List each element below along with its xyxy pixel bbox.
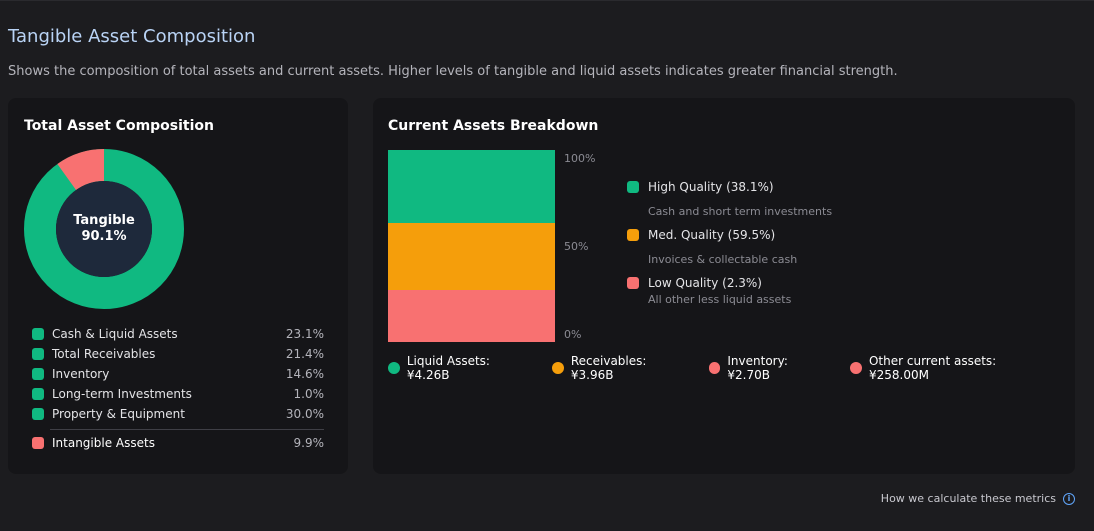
donut-center-value: 90.1%	[81, 229, 127, 244]
legend-pct: 21.4%	[285, 347, 324, 361]
legend-pct: 1.0%	[293, 387, 325, 401]
quality-low: Low Quality (2.3%) All other less liquid…	[627, 276, 947, 306]
legend-pct: 23.1%	[285, 327, 324, 341]
quality-desc: Cash and short term investments	[648, 205, 833, 218]
current-assets-legend: Liquid Assets: ¥4.26B Receivables: ¥3.96…	[388, 354, 1075, 382]
info-icon: i	[1063, 492, 1075, 505]
legend-dot	[388, 362, 400, 374]
legend-text: Receivables: ¥3.96B	[570, 354, 647, 382]
calculation-info-text: How we calculate these metrics	[880, 492, 1056, 505]
quality-label: High Quality (38.1%)	[648, 180, 774, 194]
quality-label: Med. Quality (59.5%)	[648, 228, 776, 242]
quality-desc: All other less liquid assets	[648, 293, 792, 306]
bar-segment-low-quality[interactable]	[388, 290, 555, 342]
current-assets-card: Current Assets Breakdown 100% 50% 0% Hig…	[373, 98, 1075, 474]
legend-label: Cash & Liquid Assets	[52, 327, 178, 341]
donut-svg	[24, 148, 184, 309]
legend-label: Long-term Investments	[52, 387, 192, 401]
legend-divider	[50, 429, 324, 430]
quality-desc: Invoices & collectable cash	[648, 253, 798, 266]
tangible-donut-chart: Tangible 90.1%	[24, 148, 184, 309]
quality-label: Low Quality (2.3%)	[648, 276, 762, 290]
legend-pct: 9.9%	[293, 436, 325, 450]
legend-row-intangible[interactable]: Intangible Assets 9.9%	[32, 433, 324, 453]
legend-swatch	[32, 328, 44, 340]
donut-center-title: Tangible	[73, 213, 135, 228]
legend-label: Total Receivables	[52, 347, 156, 361]
legend-text: Inventory: ¥2.70B	[727, 354, 788, 382]
legend-row-investments[interactable]: Long-term Investments 1.0%	[32, 384, 324, 404]
axis-tick-100: 100%	[564, 152, 596, 165]
asset-legend: Cash & Liquid Assets 23.1% Total Receiva…	[32, 324, 324, 453]
legend-swatch	[32, 348, 44, 360]
quality-swatch	[627, 181, 639, 193]
legend-swatch	[32, 388, 44, 400]
legend-text: Other current assets: ¥258.00M	[868, 354, 997, 382]
total-asset-card: Total Asset Composition Tangible 90.1% C…	[8, 98, 348, 474]
donut-center	[56, 181, 152, 277]
stacked-bar-chart	[388, 150, 555, 342]
legend-swatch	[32, 437, 44, 449]
legend-text: Liquid Assets: ¥4.26B	[406, 354, 490, 382]
legend-dot	[708, 362, 721, 374]
legend-pct: 14.6%	[285, 367, 324, 381]
legend-row-property[interactable]: Property & Equipment 30.0%	[32, 404, 324, 424]
bar-segment-high-quality[interactable]	[388, 150, 555, 223]
axis-tick-0: 0%	[564, 328, 582, 341]
legend-label: Property & Equipment	[52, 407, 185, 421]
current-assets-title: Current Assets Breakdown	[388, 118, 599, 134]
quality-med: Med. Quality (59.5%) Invoices & collecta…	[627, 228, 947, 266]
legend-label: Intangible Assets	[52, 436, 155, 450]
calculation-info-link[interactable]: How we calculate these metrics i	[881, 492, 1075, 505]
legend-other-current[interactable]: Other current assets: ¥258.00M	[850, 354, 1058, 382]
legend-dot	[850, 362, 862, 374]
legend-row-receivables[interactable]: Total Receivables 21.4%	[32, 344, 324, 364]
bar-segment-med-quality[interactable]	[388, 223, 555, 290]
legend-label: Inventory	[52, 367, 110, 381]
total-asset-title: Total Asset Composition	[24, 118, 215, 134]
quality-high: High Quality (38.1%) Cash and short term…	[627, 180, 947, 218]
quality-swatch	[627, 229, 639, 241]
legend-receivables[interactable]: Receivables: ¥3.96B	[551, 354, 692, 382]
quality-swatch	[627, 277, 639, 289]
legend-liquid-assets[interactable]: Liquid Assets: ¥4.26B	[388, 354, 535, 382]
legend-pct: 30.0%	[285, 407, 324, 421]
axis-tick-50: 50%	[564, 240, 589, 253]
legend-dot	[551, 362, 564, 374]
legend-swatch	[32, 408, 44, 420]
page-title: Tangible Asset Composition	[8, 26, 256, 47]
donut-center-label: Tangible 90.1%	[24, 149, 184, 309]
legend-swatch	[32, 368, 44, 380]
page-subtitle: Shows the composition of total assets an…	[8, 64, 898, 79]
legend-row-cash[interactable]: Cash & Liquid Assets 23.1%	[32, 324, 324, 344]
legend-inventory[interactable]: Inventory: ¥2.70B	[708, 354, 834, 382]
legend-row-inventory[interactable]: Inventory 14.6%	[32, 364, 324, 384]
